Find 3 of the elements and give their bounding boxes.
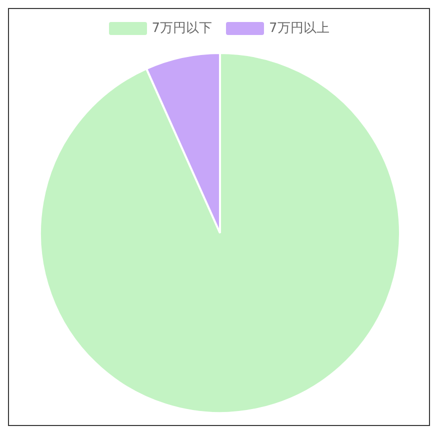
- slice-label: 7万円以下: [152, 20, 212, 37]
- pie-slice: [39, 52, 401, 414]
- legend-label: 7万円以上: [269, 20, 330, 37]
